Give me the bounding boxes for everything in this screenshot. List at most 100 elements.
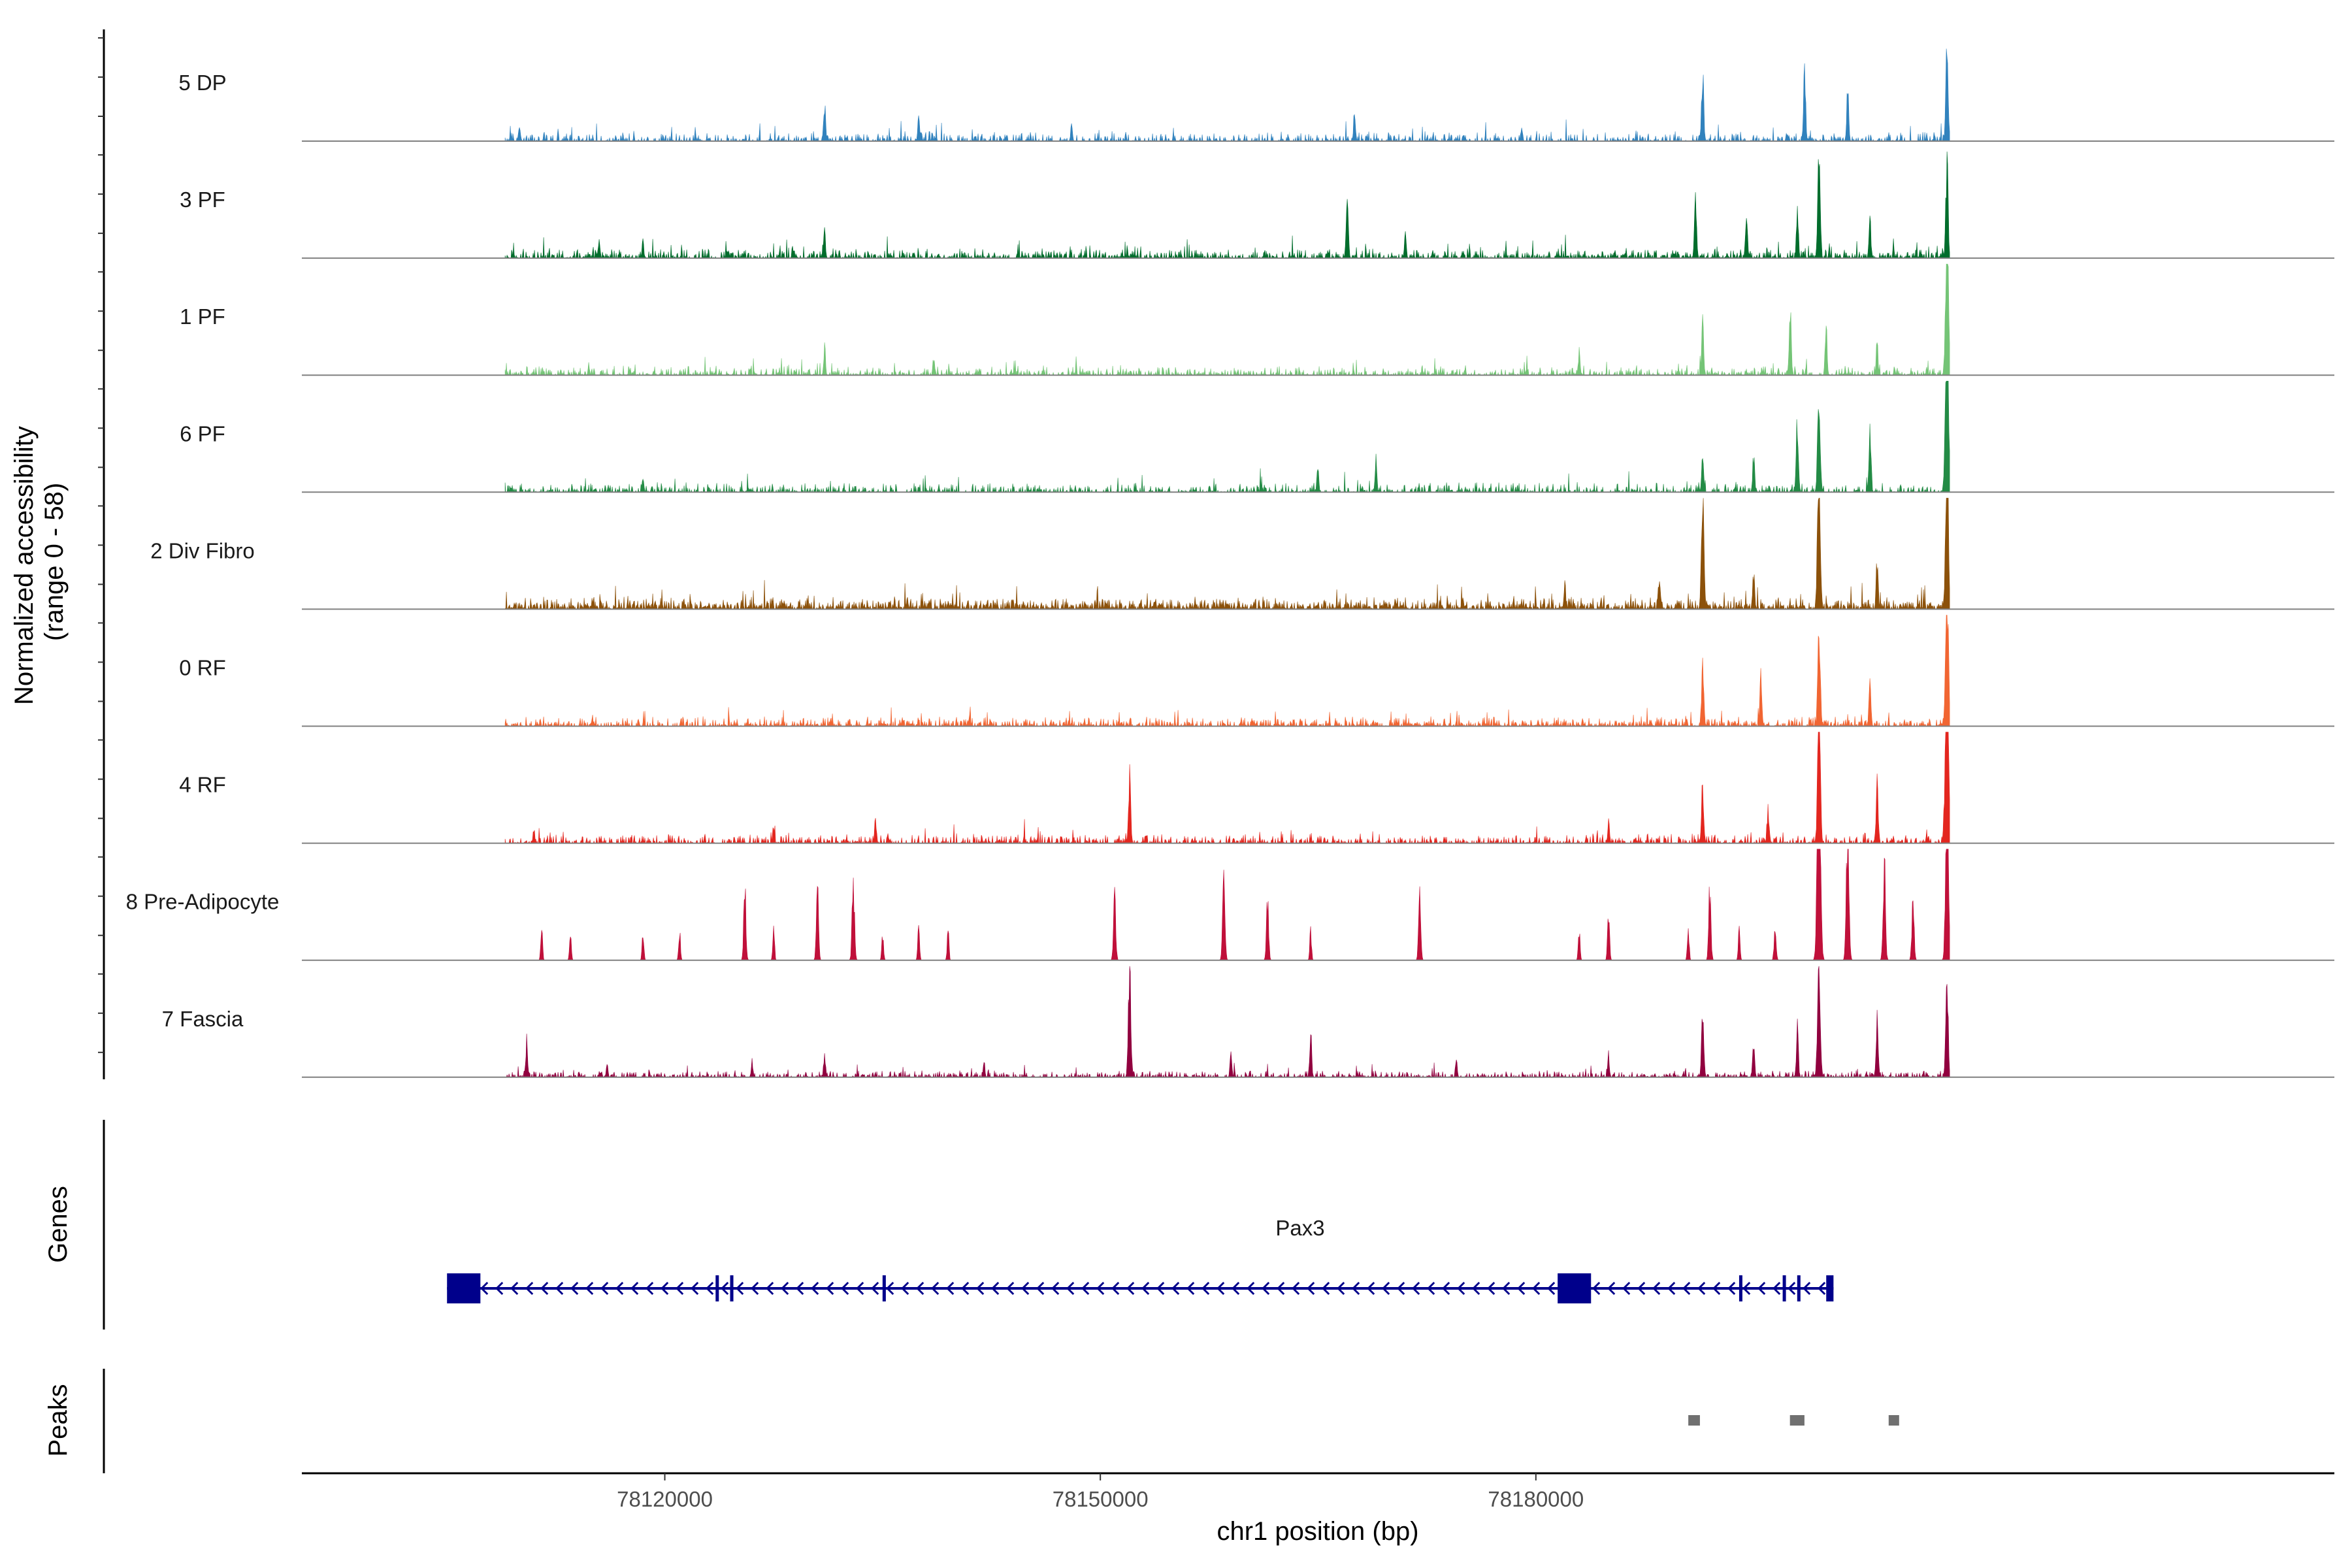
gene-exon <box>1558 1273 1592 1303</box>
peak-region <box>1789 1415 1805 1426</box>
strand-arrow <box>1803 1281 1811 1296</box>
coverage-tracks: 5 DP 3 PF 1 PF 6 PF 2 Div Fibro 0 RF 4 RF 8 Pre… <box>126 48 2334 1078</box>
strand-arrow <box>1727 1281 1736 1296</box>
strand-arrow <box>1532 1281 1541 1296</box>
strand-arrow <box>1201 1281 1210 1296</box>
coverage-area <box>505 849 1950 960</box>
strand-arrow <box>1111 1281 1120 1296</box>
strand-arrow <box>1682 1281 1691 1296</box>
strand-arrow <box>886 1281 894 1296</box>
track-label: 7 Fascia <box>162 1007 244 1031</box>
strand-arrow <box>676 1281 684 1296</box>
strand-arrow <box>1217 1281 1225 1296</box>
strand-arrow <box>1517 1281 1526 1296</box>
track-label: 8 Pre-Adipocyte <box>126 890 280 914</box>
track-label: 2 Div Fibro <box>150 538 255 563</box>
x-axis-title: chr1 position (bp) <box>1217 1517 1418 1546</box>
strand-arrow <box>1036 1281 1045 1296</box>
strand-arrow <box>1307 1281 1315 1296</box>
gene-exon <box>1826 1275 1834 1301</box>
gene-exon <box>882 1275 886 1301</box>
strand-arrow <box>796 1281 804 1296</box>
strand-arrow <box>570 1281 579 1296</box>
peak-region <box>1688 1415 1700 1426</box>
strand-arrow <box>931 1281 939 1296</box>
y-axis-title: Normalized accessibility (range 0 - 58) <box>10 419 69 705</box>
strand-arrow <box>1066 1281 1075 1296</box>
strand-arrow <box>1186 1281 1195 1296</box>
strand-arrow <box>525 1281 534 1296</box>
coverage-area <box>504 732 1950 844</box>
strand-arrow <box>1818 1281 1826 1296</box>
track-label: 5 DP <box>178 71 226 95</box>
strand-arrow <box>1622 1281 1631 1296</box>
strand-arrow <box>630 1281 639 1296</box>
strand-arrow <box>1382 1281 1390 1296</box>
strand-arrow <box>1697 1281 1706 1296</box>
strand-arrow <box>1607 1281 1616 1296</box>
coverage-y-ticks <box>98 37 104 1053</box>
strand-arrow <box>645 1281 654 1296</box>
strand-arrow <box>916 1281 924 1296</box>
strand-arrow <box>1156 1281 1165 1296</box>
gene-exon <box>447 1273 481 1303</box>
gene-exon <box>1782 1275 1786 1301</box>
track-7-fascia: 7 Fascia <box>162 966 2334 1078</box>
x-tick-label: 78180000 <box>1488 1487 1584 1511</box>
track-0-rf: 0 RF <box>179 615 2334 727</box>
coverage-area <box>504 48 1950 142</box>
strand-arrow <box>1171 1281 1180 1296</box>
strand-arrow <box>1021 1281 1030 1296</box>
peaks-track <box>1688 1415 1899 1426</box>
gene-exon <box>1739 1275 1742 1301</box>
x-tick-label: 78150000 <box>1053 1487 1149 1511</box>
strand-arrow <box>1096 1281 1105 1296</box>
strand-arrow <box>721 1281 729 1296</box>
strand-arrow <box>1051 1281 1060 1296</box>
strand-arrow <box>540 1281 549 1296</box>
coverage-area <box>504 381 1950 493</box>
gene-exon <box>730 1275 734 1301</box>
strand-arrow <box>1352 1281 1360 1296</box>
coverage-area <box>504 151 1950 259</box>
peak-region <box>1888 1415 1899 1426</box>
track-label: 4 RF <box>179 773 226 797</box>
strand-arrow <box>811 1281 819 1296</box>
strand-arrow <box>555 1281 564 1296</box>
strand-arrow <box>871 1281 879 1296</box>
strand-arrow <box>1292 1281 1300 1296</box>
strand-arrow <box>1547 1281 1556 1296</box>
strand-arrow <box>1502 1281 1511 1296</box>
strand-arrow <box>1757 1281 1766 1296</box>
track-5-dp: 5 DP <box>178 48 2334 142</box>
strand-arrow <box>615 1281 624 1296</box>
strand-arrow <box>1442 1281 1450 1296</box>
coverage-area <box>504 615 1950 727</box>
strand-arrow <box>1277 1281 1285 1296</box>
strand-arrow <box>1472 1281 1480 1296</box>
strand-arrow <box>1412 1281 1420 1296</box>
strand-arrow <box>585 1281 594 1296</box>
strand-arrow <box>1457 1281 1465 1296</box>
x-axis-ticks: 78120000 78150000 78180000 <box>617 1473 1584 1511</box>
strand-arrow <box>1788 1281 1796 1296</box>
strand-arrow <box>1427 1281 1435 1296</box>
strand-arrow <box>901 1281 909 1296</box>
strand-arrow <box>841 1281 849 1296</box>
strand-arrow <box>781 1281 789 1296</box>
strand-arrow <box>961 1281 970 1296</box>
track-4-rf: 4 RF <box>179 732 2334 844</box>
track-1-pf: 1 PF <box>180 263 2334 376</box>
strand-arrow <box>691 1281 699 1296</box>
strand-arrow <box>856 1281 864 1296</box>
strand-arrow <box>1262 1281 1270 1296</box>
coverage-area <box>504 498 1950 610</box>
coverage-area <box>504 966 1950 1078</box>
strand-arrow <box>1772 1281 1781 1296</box>
track-2-div-fibro: 2 Div Fibro <box>150 498 2334 610</box>
gene-exon <box>1797 1275 1801 1301</box>
gene-label: Pax3 <box>1275 1216 1324 1240</box>
track-6-pf: 6 PF <box>180 381 2334 493</box>
strand-arrow <box>736 1281 744 1296</box>
